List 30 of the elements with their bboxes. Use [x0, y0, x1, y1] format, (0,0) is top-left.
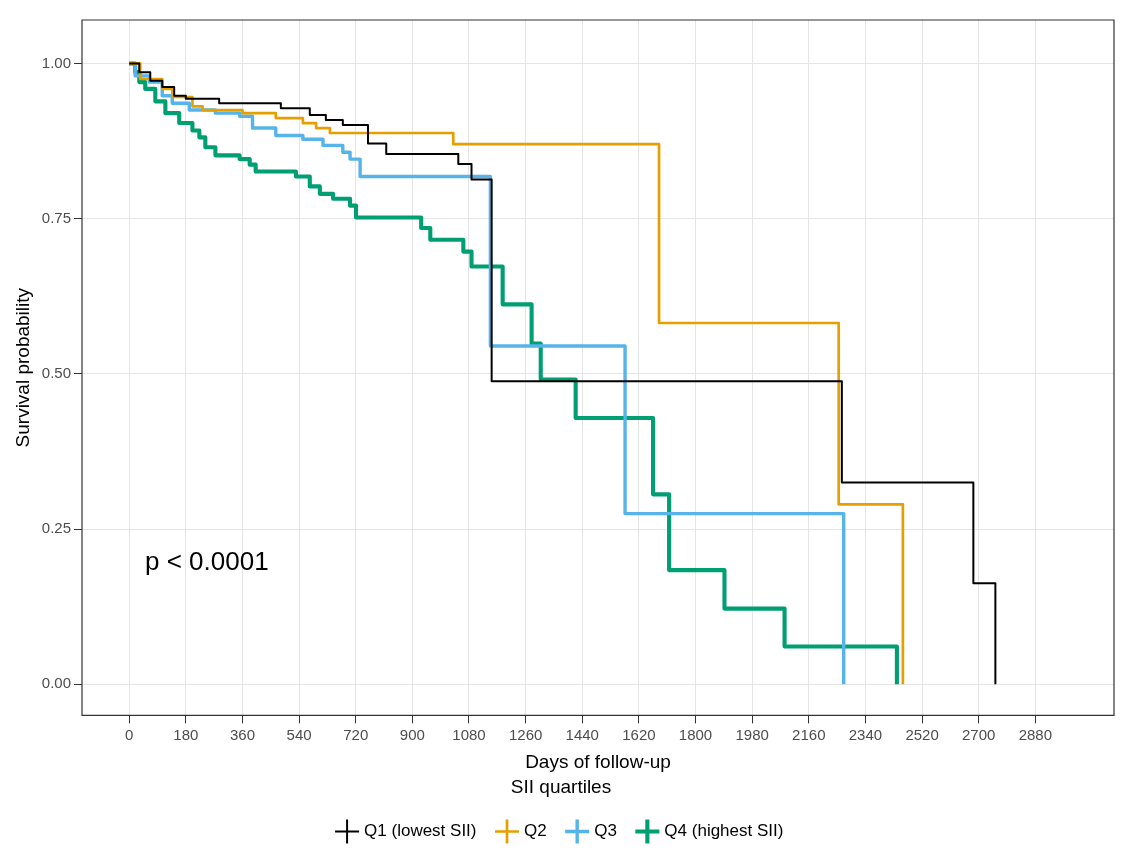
x-tick-label: 2880	[1018, 725, 1053, 743]
legend-label: Q2	[524, 821, 547, 841]
x-tick-label: 1980	[735, 725, 769, 743]
x-tick-label: 1080	[452, 725, 486, 743]
y-tick-label: 0.50	[41, 364, 71, 382]
y-axis-title: Survival probability	[11, 287, 33, 448]
x-tick-label: 2340	[848, 725, 883, 743]
x-tick-label: 720	[343, 725, 369, 743]
x-tick-label: 1620	[622, 725, 656, 743]
x-tick-label: 540	[286, 725, 312, 743]
legend-label: Q1 (lowest SII)	[364, 821, 477, 841]
x-tick-label: 2160	[792, 725, 826, 743]
x-tick-label: 360	[229, 725, 255, 743]
x-tick-label: 1800	[678, 725, 713, 743]
x-tick-label: 2520	[905, 725, 939, 743]
legend-label: Q4 (highest SII)	[664, 821, 784, 841]
x-tick-label: 1260	[508, 725, 543, 743]
x-tick-label: 0	[125, 725, 134, 743]
annotation: p < 0.0001	[144, 545, 269, 576]
y-tick-label: 0.25	[41, 519, 71, 537]
y-tick-label: 0.75	[41, 208, 71, 226]
legend-title: SII quartiles	[510, 775, 612, 797]
x-tick-label: 2700	[962, 725, 996, 743]
x-axis-title: Days of follow-up	[525, 751, 671, 773]
x-tick-label: 900	[399, 725, 425, 743]
x-tick-label: 180	[173, 725, 199, 743]
legend-label: Q3	[594, 821, 617, 841]
x-tick-label: 1440	[565, 725, 599, 743]
y-tick-label: 0.00	[41, 674, 71, 692]
y-tick-label: 1.00	[41, 53, 71, 71]
